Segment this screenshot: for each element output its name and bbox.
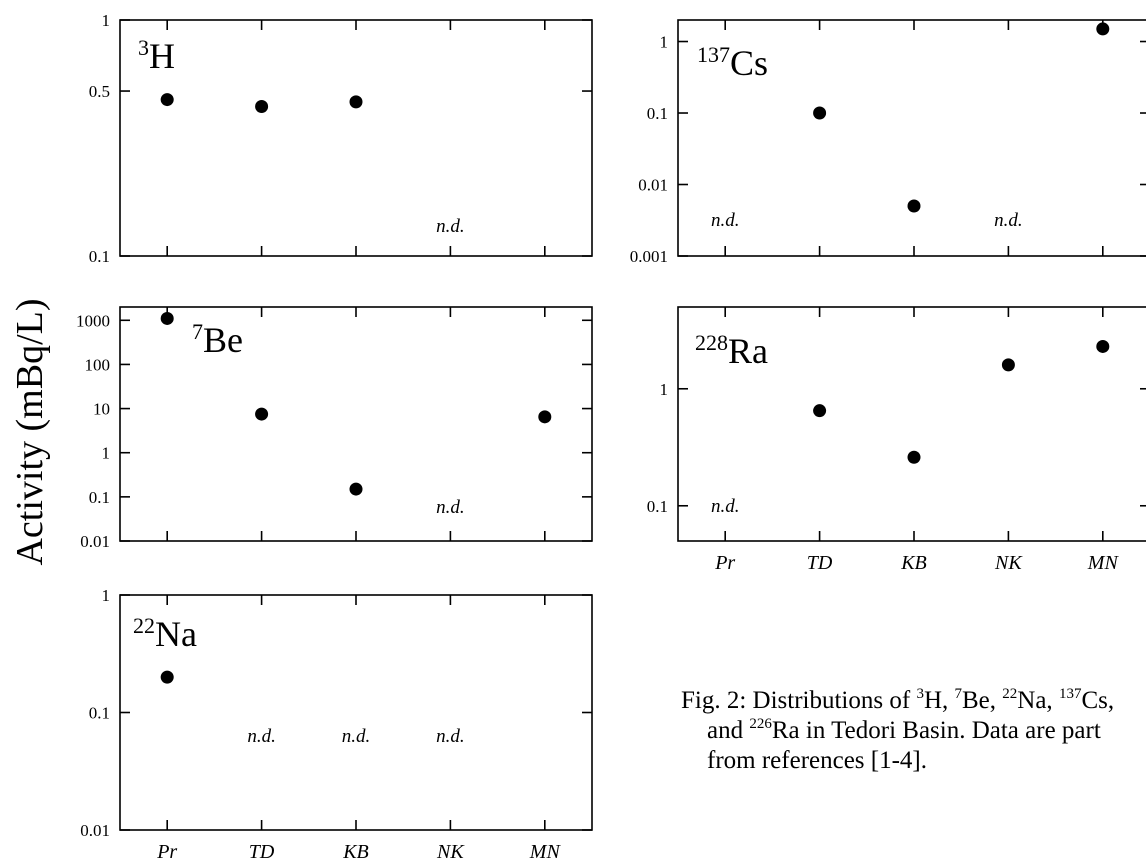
panel-137Cs: 0.001 0.01 0.1 1 n.d. n.d. 137Cs xyxy=(630,19,1146,266)
x-tick-label: KB xyxy=(342,841,369,863)
data-point xyxy=(349,95,363,109)
isotope-label: 3H xyxy=(138,35,175,76)
y-tick-label: 1000 xyxy=(76,311,110,330)
data-point xyxy=(907,199,921,213)
figure-caption: Fig. 2: Distributions of 3H, 7Be, 22Na, … xyxy=(681,686,1146,776)
x-tick-label: TD xyxy=(249,841,275,863)
x-tick-label: MN xyxy=(1087,552,1120,574)
x-tick-label: NK xyxy=(994,552,1023,574)
y-tick-label: 0.01 xyxy=(638,176,668,195)
data-point xyxy=(255,100,269,114)
y-tick-label: 0.01 xyxy=(80,821,110,840)
data-point xyxy=(1096,22,1110,36)
data-point xyxy=(160,670,174,684)
plot-frame xyxy=(119,19,593,257)
y-tick-label: 1 xyxy=(660,380,669,399)
panel-7Be: 0.01 0.1 1 10 100 1000 n.d. 7Be xyxy=(76,306,593,551)
data-point xyxy=(813,106,827,120)
data-point xyxy=(255,407,269,421)
data-point xyxy=(813,404,827,418)
data-point xyxy=(538,410,552,424)
y-tick-label: 1 xyxy=(102,444,111,463)
not-detected-label: n.d. xyxy=(436,497,465,518)
x-tick-label: Pr xyxy=(714,552,735,574)
data-point xyxy=(160,311,174,325)
x-tick-label: TD xyxy=(807,552,833,574)
x-tick-label: KB xyxy=(900,552,927,574)
caption-line-3: from references [1-4]. xyxy=(707,747,928,774)
data-point xyxy=(349,482,363,496)
caption-line-1: Fig. 2: Distributions of 3H, 7Be, 22Na, … xyxy=(681,686,1115,715)
isotope-label: 22Na xyxy=(133,613,197,654)
y-tick-label: 0.001 xyxy=(630,247,668,266)
y-tick-label: 1 xyxy=(102,11,111,30)
isotope-label: 137Cs xyxy=(697,42,768,83)
isotope-label: 228Ra xyxy=(695,330,768,371)
x-tick-label: Pr xyxy=(156,841,177,863)
x-tick-label: MN xyxy=(529,841,562,863)
y-tick-label: 100 xyxy=(85,355,111,374)
panel-228Ra: 0.1 1 Pr TD KB NK MN n.d. 228Ra xyxy=(647,306,1146,574)
y-tick-label: 0.1 xyxy=(89,247,110,266)
not-detected-label: n.d. xyxy=(711,210,740,231)
panel-22Na: 0.01 0.1 1 Pr TD KB NK MN n.d. n.d. n.d. 22Na xyxy=(80,586,593,863)
data-point xyxy=(1001,358,1015,372)
data-point xyxy=(160,93,174,107)
y-tick-label: 0.5 xyxy=(89,82,110,101)
y-tick-label: 0.01 xyxy=(80,532,110,551)
data-point xyxy=(907,450,921,464)
y-tick-label: 0.1 xyxy=(647,104,668,123)
caption-line-2: and 226Ra in Tedori Basin. Data are part xyxy=(707,716,1101,745)
y-tick-label: 0.1 xyxy=(647,497,668,516)
y-axis-label: Activity (mBq/L) xyxy=(9,298,51,565)
y-tick-label: 0.1 xyxy=(89,704,110,723)
isotope-label: 7Be xyxy=(192,319,243,360)
y-tick-label: 1 xyxy=(102,586,111,605)
data-point xyxy=(1096,339,1110,353)
not-detected-label: n.d. xyxy=(247,726,276,747)
not-detected-label: n.d. xyxy=(711,496,740,517)
not-detected-label: n.d. xyxy=(342,726,371,747)
y-tick-label: 1 xyxy=(660,33,669,52)
not-detected-label: n.d. xyxy=(994,210,1023,231)
plot-frame xyxy=(119,306,593,542)
y-tick-label: 10 xyxy=(93,400,110,419)
panel-3H: 0.1 0.5 1 n.d. 3H xyxy=(89,11,593,266)
y-tick-label: 0.1 xyxy=(89,488,110,507)
not-detected-label: n.d. xyxy=(436,726,465,747)
not-detected-label: n.d. xyxy=(436,216,465,237)
x-tick-label: NK xyxy=(436,841,465,863)
